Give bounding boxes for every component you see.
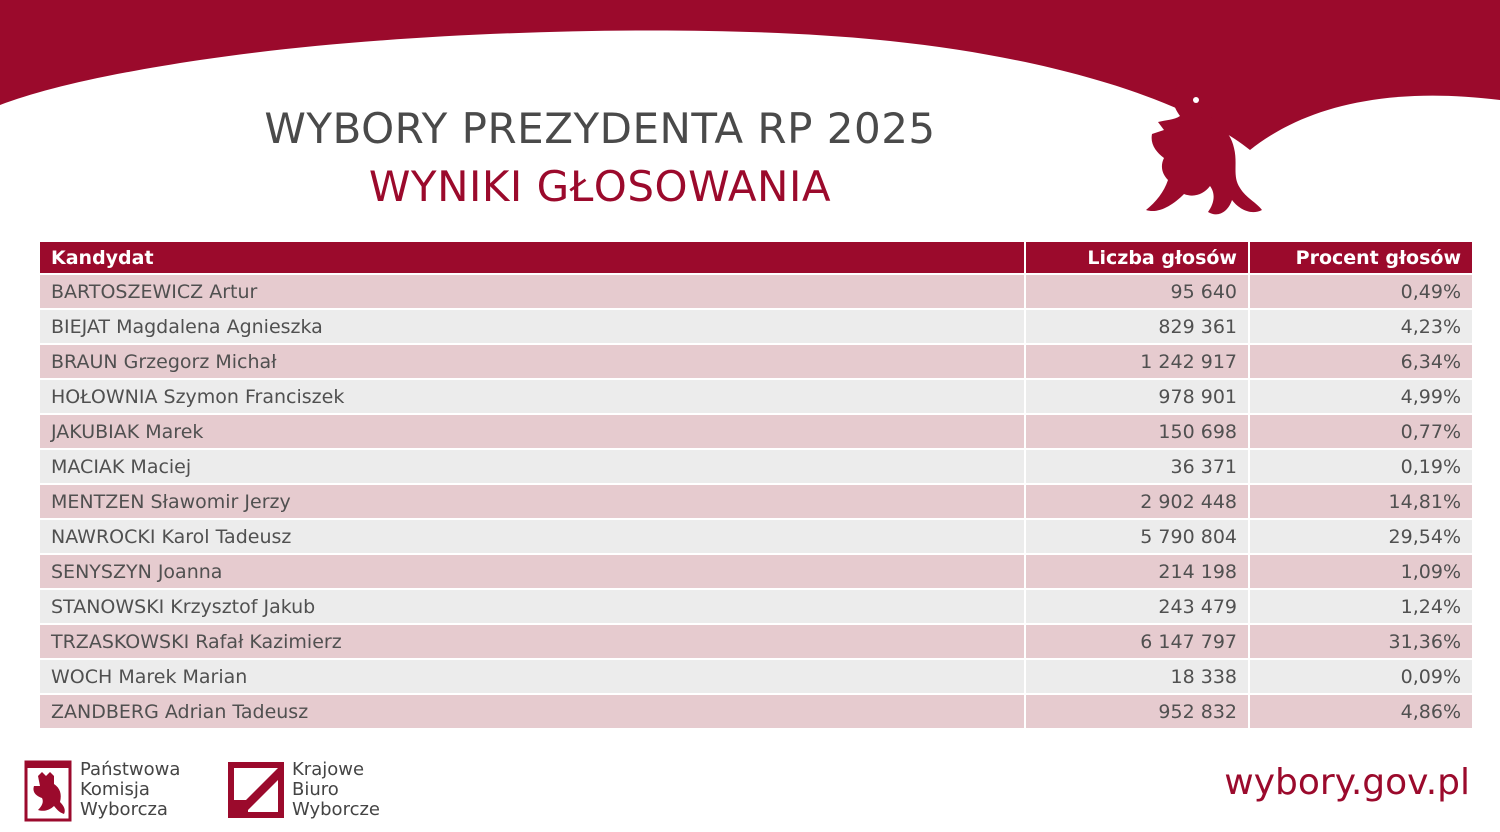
- vote-percent: 4,99%: [1249, 378, 1472, 414]
- vote-count: 95 640: [1025, 273, 1250, 309]
- pkw-line: Wyborcza: [80, 799, 168, 820]
- kbw-line: Wyborcze: [292, 799, 380, 820]
- table-header-row: Kandydat Liczba głosów Procent głosów: [40, 242, 1472, 274]
- vote-count: 150 698: [1025, 413, 1250, 449]
- vote-percent: 4,86%: [1249, 693, 1472, 728]
- vote-percent: 1,24%: [1249, 588, 1472, 624]
- vote-count: 214 198: [1025, 553, 1250, 589]
- kbw-logo[interactable]: Krajowe Biuro Wyborcze: [228, 760, 380, 822]
- candidate-name: HOŁOWNIA Szymon Franciszek: [40, 378, 1026, 414]
- vote-percent: 0,09%: [1249, 658, 1472, 694]
- page-title: WYBORY PREZYDENTA RP 2025: [264, 104, 936, 153]
- vote-count: 829 361: [1025, 308, 1250, 344]
- vote-percent: 29,54%: [1249, 518, 1472, 554]
- candidate-name: BIEJAT Magdalena Agnieszka: [40, 308, 1026, 344]
- candidate-name: SENYSZYN Joanna: [40, 553, 1026, 589]
- candidate-name: MENTZEN Sławomir Jerzy: [40, 483, 1026, 519]
- vote-percent: 0,77%: [1249, 413, 1472, 449]
- table-row: MENTZEN Sławomir Jerzy 2 902 448 14,81%: [40, 483, 1472, 519]
- page-subtitle: WYNIKI GŁOSOWANIA: [368, 162, 832, 211]
- header-percent: Procent głosów: [1249, 242, 1472, 274]
- pkw-line: Komisja: [80, 779, 150, 800]
- candidate-name: JAKUBIAK Marek: [40, 413, 1026, 449]
- candidate-name: ZANDBERG Adrian Tadeusz: [40, 693, 1026, 728]
- vote-count: 243 479: [1025, 588, 1250, 624]
- candidate-name: BRAUN Grzegorz Michał: [40, 343, 1026, 379]
- kbw-line: Biuro: [292, 779, 339, 800]
- candidate-name: NAWROCKI Karol Tadeusz: [40, 518, 1026, 554]
- vote-count: 1 242 917: [1025, 343, 1250, 379]
- vote-count: 5 790 804: [1025, 518, 1250, 554]
- pkw-logo[interactable]: Państwowa Komisja Wyborcza: [24, 760, 180, 822]
- candidate-name: BARTOSZEWICZ Artur: [40, 273, 1026, 309]
- vote-count: 952 832: [1025, 693, 1250, 728]
- table-row: JAKUBIAK Marek 150 698 0,77%: [40, 413, 1472, 449]
- vote-count: 2 902 448: [1025, 483, 1250, 519]
- vote-percent: 6,34%: [1249, 343, 1472, 379]
- header-votes: Liczba głosów: [1025, 242, 1250, 274]
- vote-percent: 0,19%: [1249, 448, 1472, 484]
- pkw-line: Państwowa: [80, 759, 181, 780]
- candidate-name: WOCH Marek Marian: [40, 658, 1026, 694]
- eagle-emblem-icon: [24, 760, 72, 822]
- table-row: ZANDBERG Adrian Tadeusz 952 832 4,86%: [40, 693, 1472, 728]
- table-row: SENYSZYN Joanna 214 198 1,09%: [40, 553, 1472, 589]
- pkw-logo-text: Państwowa Komisja Wyborcza: [80, 760, 180, 820]
- vote-percent: 1,09%: [1249, 553, 1472, 589]
- candidate-name: STANOWSKI Krzysztof Jakub: [40, 588, 1026, 624]
- vote-percent: 0,49%: [1249, 273, 1472, 309]
- table-row: TRZASKOWSKI Rafał Kazimierz 6 147 797 31…: [40, 623, 1472, 659]
- vote-percent: 14,81%: [1249, 483, 1472, 519]
- vote-count: 6 147 797: [1025, 623, 1250, 659]
- vote-percent: 31,36%: [1249, 623, 1472, 659]
- kbw-square-logo-icon: [228, 762, 284, 818]
- table-row: BARTOSZEWICZ Artur 95 640 0,49%: [40, 273, 1472, 309]
- kbw-logo-text: Krajowe Biuro Wyborcze: [292, 760, 380, 820]
- top-wave-banner: [0, 0, 1500, 150]
- candidate-name: TRZASKOWSKI Rafał Kazimierz: [40, 623, 1026, 659]
- table-row: STANOWSKI Krzysztof Jakub 243 479 1,24%: [40, 588, 1472, 624]
- kbw-line: Krajowe: [292, 759, 365, 780]
- vote-count: 18 338: [1025, 658, 1250, 694]
- vote-count: 978 901: [1025, 378, 1250, 414]
- table-row: BIEJAT Magdalena Agnieszka 829 361 4,23%: [40, 308, 1472, 344]
- table-row: WOCH Marek Marian 18 338 0,09%: [40, 658, 1472, 694]
- header-candidate: Kandydat: [40, 242, 1026, 274]
- table-row: MACIAK Maciej 36 371 0,19%: [40, 448, 1472, 484]
- table-row: BRAUN Grzegorz Michał 1 242 917 6,34%: [40, 343, 1472, 379]
- table-row: NAWROCKI Karol Tadeusz 5 790 804 29,54%: [40, 518, 1472, 554]
- table-row: HOŁOWNIA Szymon Franciszek 978 901 4,99%: [40, 378, 1472, 414]
- results-table: Kandydat Liczba głosów Procent głosów BA…: [40, 242, 1472, 728]
- site-url-link[interactable]: wybory.gov.pl: [1224, 762, 1470, 803]
- candidate-name: MACIAK Maciej: [40, 448, 1026, 484]
- eagle-emblem-icon: [1146, 62, 1262, 215]
- vote-count: 36 371: [1025, 448, 1250, 484]
- vote-percent: 4,23%: [1249, 308, 1472, 344]
